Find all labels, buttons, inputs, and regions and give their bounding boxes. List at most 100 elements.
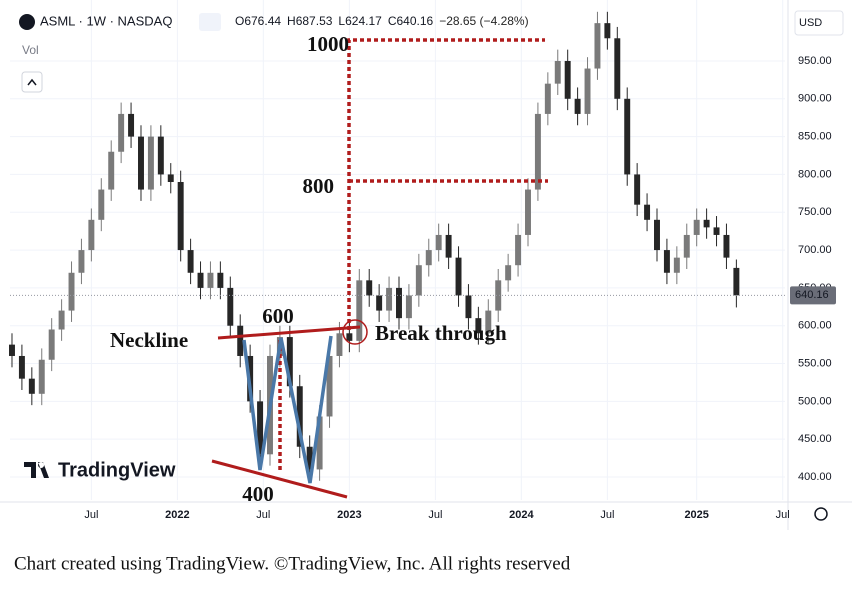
- candle-body: [683, 234, 690, 258]
- y-tick-label: 600.00: [798, 320, 832, 332]
- y-tick-label: 800.00: [798, 168, 832, 180]
- candle-body: [654, 219, 660, 251]
- level-label: 400: [242, 482, 274, 506]
- candle-body: [554, 60, 561, 84]
- legend-value: O676.44: [235, 14, 281, 28]
- legend-value: H687.53: [287, 14, 333, 28]
- candle-body: [187, 250, 194, 273]
- candle-body: [108, 151, 115, 190]
- candle-body: [157, 136, 164, 175]
- volume-label: Vol: [22, 43, 39, 57]
- candle-body: [9, 344, 15, 356]
- candle-body: [326, 355, 333, 417]
- candle-body: [594, 23, 601, 69]
- candle-body: [435, 234, 442, 251]
- neckline-label: Neckline: [110, 328, 188, 352]
- double-bottom-line: [242, 335, 333, 484]
- candle-body: [18, 355, 25, 379]
- candle-body: [376, 295, 383, 311]
- candle-body: [177, 181, 184, 251]
- candle-body: [78, 250, 85, 273]
- breakout-circle: [342, 319, 368, 345]
- candle-body: [197, 272, 204, 288]
- indicator-button[interactable]: [201, 13, 221, 31]
- candle-body: [425, 250, 432, 266]
- candle-body: [217, 272, 224, 288]
- candle-body: [405, 295, 412, 319]
- neckline: [217, 325, 361, 340]
- candle-body: [58, 310, 65, 330]
- x-tick-label: 2024: [509, 509, 534, 521]
- y-tick-label: 950.00: [798, 55, 832, 67]
- candle-body: [604, 23, 611, 39]
- y-tick-label: 850.00: [798, 131, 832, 143]
- candle-body: [693, 219, 700, 235]
- candle-body: [485, 310, 492, 334]
- candle-body: [207, 272, 214, 288]
- candle-body: [415, 265, 422, 296]
- currency-label: USD: [799, 17, 822, 29]
- plot-area: [9, 0, 785, 500]
- candle-body: [28, 378, 35, 394]
- support-line: [211, 459, 348, 499]
- candle-body: [495, 280, 502, 311]
- ohlc-legend: O676.44 H687.53 L624.17 C640.16 −28.65 (−4.2…: [235, 14, 529, 28]
- legend-value: L624.17: [338, 14, 382, 28]
- collapse-button[interactable]: [21, 71, 43, 93]
- brand-name: TradingView: [58, 459, 176, 481]
- symbol-title: ASML · 1W · NASDAQ: [40, 13, 172, 28]
- settings-icon[interactable]: [814, 507, 828, 521]
- y-tick-label: 700.00: [798, 244, 832, 256]
- candle-body: [118, 113, 125, 152]
- level-label: 1000: [307, 32, 349, 56]
- candle-body: [644, 204, 651, 220]
- candle-body: [614, 38, 621, 99]
- candle-body: [386, 287, 393, 311]
- candle-body: [286, 337, 293, 387]
- collapse-icon: [27, 78, 37, 86]
- candle-body: [356, 280, 363, 341]
- caption: Chart created using TradingView. ©Tradin…: [14, 553, 571, 574]
- candle-body: [396, 287, 402, 319]
- x-tick-label: Jul: [256, 509, 270, 521]
- level-label: 600: [262, 304, 294, 328]
- y-tick-label: 550.00: [798, 357, 832, 369]
- candle-body: [336, 333, 343, 356]
- x-tick-label: Jul: [776, 509, 790, 521]
- candle-body: [366, 280, 373, 296]
- currency-box[interactable]: [794, 10, 844, 36]
- candle-body: [505, 265, 512, 281]
- candle-body: [257, 401, 264, 455]
- x-tick-label: Jul: [600, 509, 614, 521]
- candle-body: [306, 446, 313, 470]
- legend-value: C640.16: [388, 14, 434, 28]
- last-price-label: 640.16: [795, 289, 829, 301]
- candle-body: [68, 272, 75, 311]
- y-tick-label: 750.00: [798, 206, 832, 218]
- candle-body: [515, 234, 522, 266]
- candle-body: [584, 68, 591, 114]
- candle-body: [227, 287, 234, 326]
- candle-body: [475, 318, 482, 334]
- candle-body: [138, 136, 144, 190]
- candle-body: [455, 257, 462, 296]
- candle-body: [544, 83, 551, 114]
- last-price-tag: [790, 286, 836, 305]
- candle-body: [525, 189, 531, 235]
- candle-body: [38, 359, 45, 394]
- annotations: [211, 38, 548, 499]
- y-tick-label: 500.00: [798, 395, 832, 407]
- candle-body: [346, 333, 353, 341]
- candle-body: [624, 98, 631, 175]
- candle-body: [98, 189, 105, 220]
- candle-body: [723, 234, 730, 258]
- candle-body: [445, 234, 452, 258]
- x-tick-label: 2022: [165, 509, 189, 521]
- target-line-1000: [347, 38, 545, 330]
- candle-body: [88, 219, 95, 251]
- candle-body: [673, 257, 680, 273]
- y-tick-label: 400.00: [798, 471, 832, 483]
- candle-body: [534, 113, 541, 190]
